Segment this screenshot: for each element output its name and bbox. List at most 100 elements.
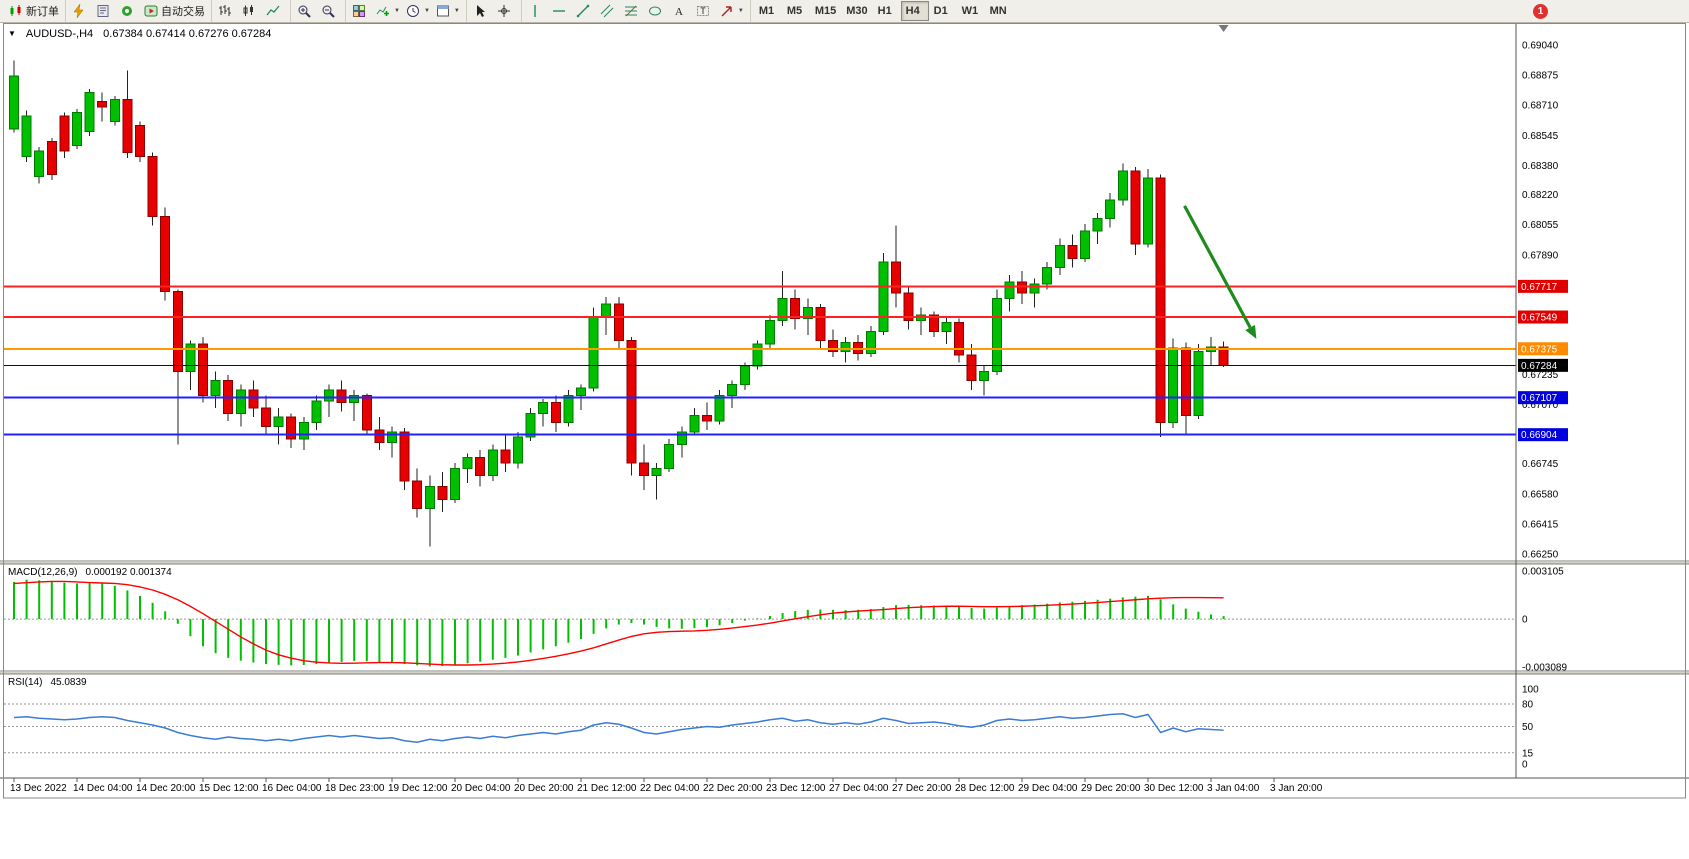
horizontal-line-button[interactable] [549, 1, 573, 21]
templates-button[interactable]: ▼ [433, 1, 463, 21]
tf-h1-button[interactable]: H1 [873, 1, 901, 21]
candle [714, 394, 725, 422]
candle [538, 402, 549, 415]
candle [1168, 347, 1179, 424]
equidistant-channel-button[interactable] [597, 1, 621, 21]
chart-canvas[interactable]: 0.69040 0.68875 0.68710 0.68545 0.68380 0.682… [0, 23, 1689, 859]
candle [676, 431, 687, 446]
candle [172, 290, 183, 373]
shapes-button[interactable] [645, 1, 669, 21]
price-tick-label: 0.66745 [1522, 459, 1559, 470]
text-label-button[interactable]: T [693, 1, 717, 21]
fibonacci-button[interactable] [621, 1, 645, 21]
time-tick-label: 13 Dec 2022 [10, 783, 67, 794]
horizontal-lines[interactable] [4, 285, 1516, 436]
tf-d1-button[interactable]: D1 [929, 1, 957, 21]
auto-trading-button[interactable]: 自动交易 [141, 1, 208, 21]
candle [739, 365, 750, 385]
text-button[interactable]: A [669, 1, 693, 21]
sound-icon [122, 6, 132, 16]
chart-shift-marker-icon[interactable] [1218, 25, 1229, 32]
one-click-collapse-icon[interactable]: ▼ [8, 29, 16, 38]
candle [273, 416, 284, 427]
crosshair-button[interactable] [494, 1, 518, 21]
tf-m1-button[interactable]: M1 [754, 1, 782, 21]
tile-windows-button[interactable] [349, 1, 373, 21]
time-tick-label: 23 Dec 12:00 [766, 783, 826, 794]
time-tick-label: 29 Dec 04:00 [1018, 783, 1078, 794]
dropdown-caret-icon[interactable]: ▼ [737, 8, 744, 14]
scripts-button[interactable] [93, 1, 117, 21]
candle [349, 394, 360, 404]
vertical-line-button[interactable] [525, 1, 549, 21]
price-badge [1518, 391, 1568, 405]
tf-h4-button[interactable]: H4 [900, 1, 929, 21]
price-tick-label: 0.66250 [1522, 550, 1559, 561]
zoom-out-button[interactable] [318, 1, 342, 21]
candle [198, 343, 208, 396]
candle [802, 307, 813, 320]
macd-scale-label: -0.003089 [1522, 663, 1567, 674]
tf-h1-button-label: H1 [877, 5, 892, 17]
dropdown-caret-icon[interactable]: ▼ [423, 8, 430, 14]
time-tick-label: 3 Jan 20:00 [1270, 783, 1323, 794]
arrows-button[interactable]: ▼ [717, 1, 747, 21]
indicators-icon [376, 6, 389, 16]
candle [513, 436, 523, 464]
tf-h4-button-label: H4 [905, 5, 920, 17]
price-badge [1518, 342, 1568, 356]
tf-mn-button[interactable]: MN [985, 1, 1013, 21]
candle [702, 414, 712, 422]
candlestick-chart-button[interactable] [239, 1, 263, 21]
candle [462, 456, 473, 469]
candlesticks [9, 60, 1229, 547]
rsi-line [13, 712, 1224, 744]
zoom-in-button[interactable] [294, 1, 318, 21]
price-tick-label: 0.68380 [1522, 161, 1559, 172]
indicators-button[interactable]: ▼ [373, 1, 403, 21]
tf-m1-button-label: M1 [758, 5, 775, 17]
dropdown-caret-icon[interactable]: ▼ [453, 8, 460, 14]
price-tick-label: 0.68875 [1522, 71, 1559, 82]
crosshair-icon [497, 5, 510, 17]
chart-window: 0.69040 0.68875 0.68710 0.68545 0.68380 0.682… [0, 23, 1689, 859]
expert-advisors-button[interactable] [117, 1, 141, 21]
candle [1092, 217, 1103, 232]
macd-scale-label: 0.003105 [1522, 567, 1564, 578]
candle [815, 307, 826, 342]
new-order-button[interactable]: 新订单 [6, 1, 62, 21]
candle [336, 389, 347, 404]
line-icon [266, 5, 280, 16]
cursor-button[interactable] [470, 1, 494, 21]
tf-m30-button[interactable]: M30 [841, 1, 872, 21]
tf-m15-button[interactable]: M15 [810, 1, 841, 21]
candle [865, 330, 876, 354]
arrow-annotation[interactable] [1183, 205, 1257, 339]
line-chart-button[interactable] [263, 1, 287, 21]
candle [979, 371, 990, 382]
time-tick-label: 18 Dec 23:00 [325, 783, 385, 794]
notifications-badge[interactable]: 1 [1533, 3, 1548, 19]
candle [765, 319, 775, 345]
price-tick-label: 0.66580 [1522, 489, 1559, 500]
trendline-button[interactable] [573, 1, 597, 21]
dropdown-caret-icon[interactable]: ▼ [394, 8, 400, 14]
candle [1218, 346, 1229, 366]
one-click-trading-button[interactable] [69, 1, 93, 21]
price-axis[interactable]: 0.69040 0.68875 0.68710 0.68545 0.68380 0.682… [1515, 23, 1567, 778]
tf-w1-button[interactable]: W1 [957, 1, 985, 21]
price-badge [1518, 310, 1568, 324]
candle [563, 394, 574, 424]
toolbar: 新订单 自动交易 ▼ ▼ ▼ A T ▼ M1 M5 M15 M30 H1 H4 D1 W1 MN 1 [0, 0, 1689, 23]
price-badge-label: 0.67717 [1521, 282, 1558, 293]
chart-border [3, 23, 1686, 799]
bar-chart-button[interactable] [215, 1, 239, 21]
time-tick-label: 14 Dec 04:00 [73, 783, 133, 794]
tf-m5-button[interactable]: M5 [782, 1, 810, 21]
candle [1080, 230, 1090, 259]
time-tick-label: 22 Dec 20:00 [703, 783, 763, 794]
periods-button[interactable]: ▼ [403, 1, 433, 21]
time-axis[interactable]: 13 Dec 2022 14 Dec 04:00 14 Dec 20:00 15 De… [0, 777, 1689, 794]
candle [1017, 281, 1027, 294]
